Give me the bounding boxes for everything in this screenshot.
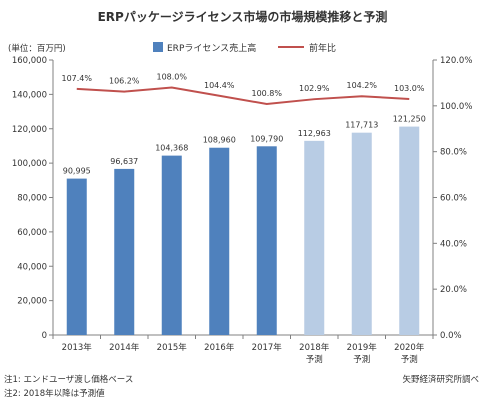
y-right-tick-label: 0.0% (440, 331, 462, 341)
legend-label-line: 前年比 (309, 42, 336, 54)
yoy-value-label: 103.0% (394, 84, 425, 93)
y-left-tick-label: 20,000 (17, 297, 47, 307)
bar-value-label: 108,960 (203, 136, 236, 145)
bar (304, 140, 325, 335)
y-left-tick-label: 120,000 (12, 125, 47, 135)
y-left-tick-label: 0 (42, 331, 47, 341)
legend-label-bar: ERPライセンス売上高 (167, 42, 256, 54)
bar-value-label: 112,963 (298, 129, 331, 138)
x-tick-label: 予測 (401, 354, 418, 365)
y-right-tick-label: 120.0% (440, 56, 472, 66)
y-left-tick-label: 100,000 (12, 159, 47, 169)
yoy-line (76, 86, 410, 106)
x-tick-label: 予測 (353, 354, 370, 365)
bar-value-label: 96,637 (110, 157, 138, 166)
x-tick-label: 2013年 (62, 342, 93, 353)
x-tick-label: 2014年 (109, 342, 140, 353)
footnote-1: 注1: エンドユーザ渡し価格ベース (4, 375, 134, 385)
bar (66, 178, 87, 335)
y-right-tick-label: 100.0% (440, 102, 472, 112)
bar-value-label: 90,995 (63, 167, 91, 176)
x-tick-label: 2015年 (157, 342, 188, 353)
x-tick-label: 2016年 (204, 342, 235, 353)
x-tick-label: 2017年 (252, 342, 283, 353)
bar-value-label: 104,368 (155, 144, 188, 153)
x-tick-label: 2018年 (299, 342, 330, 353)
bar-value-label: 121,250 (393, 115, 426, 124)
y-left-tick-label: 140,000 (12, 90, 47, 100)
bar (161, 155, 182, 335)
y-right-tick-label: 20.0% (440, 285, 467, 295)
yoy-value-label: 108.0% (156, 73, 187, 82)
yoy-value-label: 100.8% (251, 89, 282, 98)
yoy-value-label: 107.4% (61, 74, 92, 83)
bar-value-label: 109,790 (250, 134, 283, 143)
y-left-tick-label: 160,000 (12, 56, 47, 66)
bar (399, 126, 420, 335)
y-left-tick-label: 60,000 (17, 228, 47, 238)
bar (209, 147, 230, 335)
yoy-value-label: 104.4% (204, 81, 235, 90)
yoy-value-label: 106.2% (109, 77, 140, 86)
x-tick-label: 2019年 (347, 342, 378, 353)
source-note: 矢野経済研究所調べ (402, 375, 479, 385)
bar (256, 146, 277, 335)
y-right-tick-label: 40.0% (440, 239, 467, 249)
yoy-value-label: 102.9% (299, 84, 330, 93)
bar (351, 132, 372, 335)
y-left-tick-label: 80,000 (17, 194, 47, 204)
bar (114, 168, 135, 335)
unit-label: (単位：百万円) (8, 44, 66, 54)
footnote-2: 注2: 2018年以降は予測値 (4, 389, 105, 399)
y-right-tick-label: 80.0% (440, 148, 467, 158)
yoy-value-label: 104.2% (346, 81, 377, 90)
x-tick-label: 2020年 (394, 342, 425, 353)
x-tick-label: 予測 (306, 354, 323, 365)
y-right-tick-label: 60.0% (440, 194, 467, 204)
chart-title: ERPパッケージライセンス市場の市場規模推移と予測 (97, 10, 388, 24)
bar-value-label: 117,713 (345, 121, 378, 130)
legend-swatch-bar (153, 42, 163, 52)
y-left-tick-label: 40,000 (17, 262, 47, 272)
